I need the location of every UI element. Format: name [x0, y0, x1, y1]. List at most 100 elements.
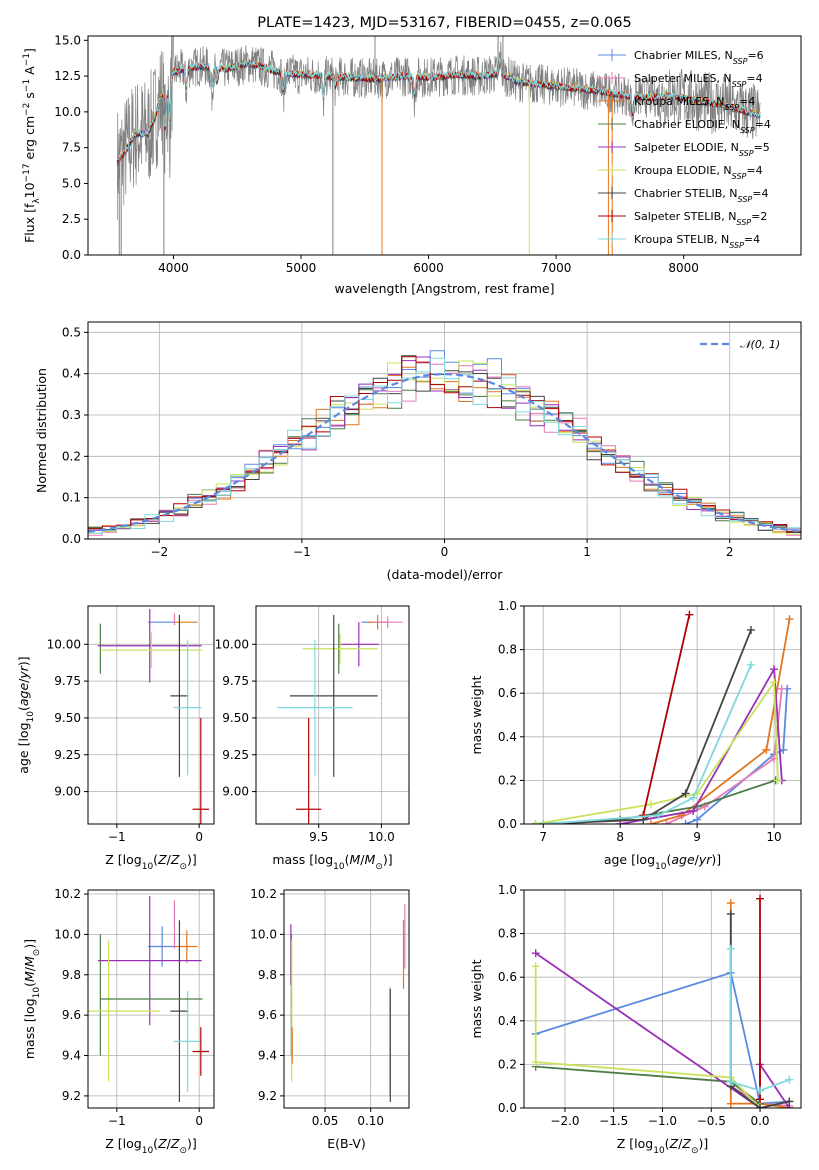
chart-title: PLATE=1423, MJD=53167, FIBERID=0455, z=0…	[257, 15, 631, 31]
errorbar-point	[372, 616, 403, 629]
series-marker	[654, 811, 663, 820]
label-part: age	[16, 683, 31, 707]
label-part: 10	[655, 862, 667, 872]
series-marker	[726, 899, 735, 908]
x-tick-label: 8000	[668, 261, 699, 275]
y-tick-label: 0.8	[498, 927, 517, 941]
x-tick-label: 8	[616, 830, 624, 844]
label-part: M	[22, 956, 37, 967]
label-part: 10	[142, 862, 154, 872]
series-marker	[531, 962, 540, 971]
y-tick-label: 0.0	[62, 532, 81, 546]
x-tick-label: 7000	[541, 261, 572, 275]
axes-frame	[87, 605, 215, 825]
label-part: mass [log	[22, 998, 37, 1059]
series-marker	[531, 820, 540, 824]
label-part: )]	[16, 656, 31, 666]
y-tick-label: 0.2	[498, 1057, 517, 1071]
series-marker	[746, 660, 755, 669]
series-line-7	[642, 614, 691, 816]
histograms	[88, 350, 801, 537]
x-axis-label: Z [log10(Z/Z⊙)]	[105, 852, 197, 872]
series-line-8	[729, 948, 790, 1092]
label-part: (	[665, 1136, 670, 1151]
y-tick-label: 10.2	[54, 887, 81, 901]
x-tick-label: 9	[693, 830, 701, 844]
label-part: )]	[187, 852, 197, 867]
y-tick-label: 9.6	[258, 1008, 277, 1022]
series-marker	[726, 909, 735, 918]
panel-mass-vs-ebv: 0.05 0.10 9.2 9.4 9.6 9.8 10.0 10.2 E(B-V)	[250, 887, 410, 1151]
series-marker	[689, 806, 698, 815]
label-part: yr	[16, 665, 31, 679]
label-part: Z	[157, 852, 167, 867]
label-part: 10	[333, 862, 345, 872]
x-tick-label: 0.0	[750, 1114, 769, 1128]
y-tick-label: 5.0	[62, 176, 81, 190]
legend-text: Chabrier ELODIE, N	[634, 118, 740, 131]
label-part: ⊙	[32, 949, 42, 957]
y-tick-label: 9.4	[258, 1049, 277, 1063]
x-tick-label: −1	[108, 830, 126, 844]
label-part: Z	[170, 1136, 180, 1151]
label-part: age [log	[16, 722, 31, 773]
series-marker	[531, 949, 540, 958]
legend-sub: SSP	[732, 172, 747, 181]
legend-tail: =4	[746, 164, 762, 177]
x-tick-label: 9.5	[309, 830, 328, 844]
legend-entry: Kroupa STELIB, NSSP=4	[634, 233, 760, 250]
label-part: (	[153, 1136, 158, 1151]
label-part: /	[695, 852, 700, 867]
y-axis-label: mass [log10(M/M⊙)]	[22, 939, 42, 1059]
label-part: Z [log	[105, 852, 141, 867]
panel-residuals: −2 −1 0 1 2 0.0 0.1 0.2 0.3 0.4 0.5 (data-model)/er…	[34, 321, 802, 582]
histogram-series-8	[88, 357, 801, 537]
errorbar-point	[192, 717, 210, 824]
error-bars	[88, 896, 210, 1102]
label-part: 10	[26, 711, 36, 723]
legend-entry: Kroupa MILES, NSSP=4	[634, 95, 755, 112]
x-tick-label: 10	[766, 830, 781, 844]
series-marker	[756, 1086, 765, 1095]
y-tick-label: 10.2	[250, 887, 277, 901]
series-marker	[756, 1095, 765, 1104]
x-axis-label: wavelength [Angstrom, rest frame]	[334, 281, 554, 296]
series-marker	[726, 944, 735, 953]
series-marker	[779, 745, 788, 754]
x-tick-label: 4000	[158, 261, 189, 275]
x-tick-label: −0.5	[697, 1114, 726, 1128]
x-tick-label: 6000	[413, 261, 444, 275]
errorbar-point	[296, 717, 322, 824]
legend-tail: =4	[752, 187, 768, 200]
legend-tail: =4	[744, 233, 760, 246]
y-tick-label: 9.50	[222, 711, 249, 725]
x-tick-label: −1.5	[599, 1114, 628, 1128]
axes-frame	[255, 605, 410, 825]
label-part: /	[678, 1136, 683, 1151]
label-part: ⊙	[179, 1146, 187, 1156]
label-part: −17	[22, 163, 32, 182]
series-marker	[531, 1058, 540, 1067]
y-tick-label: 15.0	[54, 33, 81, 47]
label-part: Z [log	[105, 1136, 141, 1151]
y-tick-label: 9.4	[62, 1049, 81, 1063]
series-marker	[539, 820, 548, 824]
y-tick-label: 1.0	[498, 599, 517, 613]
series-marker	[639, 811, 648, 820]
axes-frame	[523, 605, 802, 825]
series-marker	[756, 1104, 765, 1108]
label-part: 10	[142, 1146, 154, 1156]
series-marker	[777, 684, 786, 693]
axes-frame	[523, 889, 802, 1109]
legend-text: Salpeter ELODIE, N	[634, 141, 739, 154]
x-axis-label: mass [log10(M/M⊙)]	[272, 852, 392, 872]
x-axis-label: Z [log10(Z/Z⊙)]	[105, 1136, 197, 1156]
weight-lines	[531, 894, 794, 1108]
y-tick-label: 2.5	[62, 212, 81, 226]
y-tick-label: 0.2	[498, 773, 517, 787]
series-marker	[662, 820, 671, 824]
y-tick-label: 0.2	[62, 449, 81, 463]
label-part: M	[365, 852, 376, 867]
legend-tail: =6	[747, 49, 763, 62]
